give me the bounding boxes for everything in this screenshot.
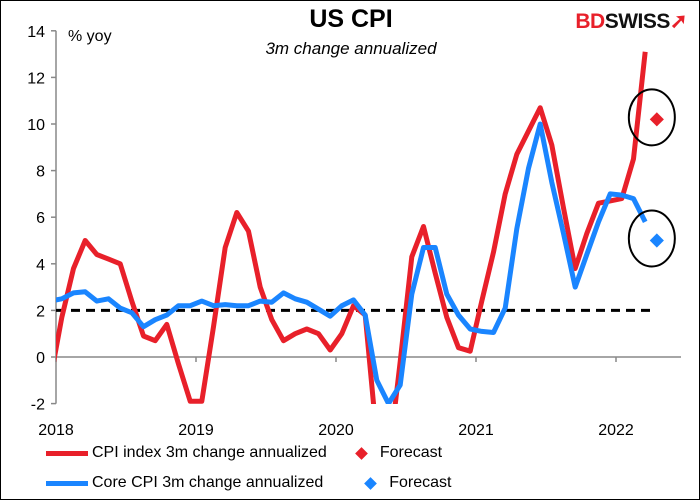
legend-label-core: Core CPI 3m change annualized: [92, 474, 324, 491]
y-tick-label: 14: [27, 24, 45, 41]
chart-subtitle: 3m change annualized: [265, 39, 437, 58]
y-tick-label: 10: [27, 117, 45, 134]
x-tick-label: 2021: [458, 422, 494, 439]
series-line-core-cpi: [56, 121, 648, 404]
x-tick-label: 2018: [38, 422, 74, 439]
y-tick-label: 12: [27, 70, 45, 87]
y-tick-label: 2: [36, 303, 45, 320]
legend-item-cpi: CPI index 3m change annualized Forecast: [46, 444, 442, 462]
y-tick-label: -2: [31, 397, 45, 414]
legend-diamond-core-forecast: [364, 476, 378, 490]
legend-item-core: Core CPI 3m change annualized Forecast: [46, 474, 452, 492]
forecast-highlight-circle: [627, 88, 676, 147]
forecast-highlight-circle: [627, 209, 676, 268]
legend-diamond-cpi-forecast: [354, 446, 368, 460]
y-axis-label: % yoy: [68, 28, 112, 45]
legend-line-core: [46, 480, 88, 486]
legend-label-cpi-forecast: Forecast: [379, 444, 443, 461]
x-tick-label: 2022: [598, 422, 634, 439]
x-tick-label: 2020: [318, 422, 354, 439]
chart-title: US CPI: [309, 5, 393, 33]
legend-label-cpi: CPI index 3m change annualized: [92, 444, 327, 461]
bdswiss-logo: BDSWISS➚: [575, 9, 687, 34]
x-tick-label: 2019: [178, 422, 214, 439]
series-line-cpi: [56, 51, 648, 404]
y-tick-label: 0: [36, 350, 45, 367]
legend-label-core-forecast: Forecast: [389, 474, 452, 491]
y-tick-label: 8: [36, 164, 45, 181]
logo-part1: BD: [575, 10, 605, 33]
logo-arrow-icon: ➚: [669, 10, 688, 33]
forecast-diamond-core-cpi: [649, 233, 664, 248]
logo-part2: SWISS: [604, 10, 671, 33]
y-tick-label: 6: [36, 210, 45, 227]
forecast-diamond-cpi: [649, 112, 664, 127]
legend-line-cpi: [46, 450, 88, 456]
y-tick-label: 4: [36, 257, 45, 274]
